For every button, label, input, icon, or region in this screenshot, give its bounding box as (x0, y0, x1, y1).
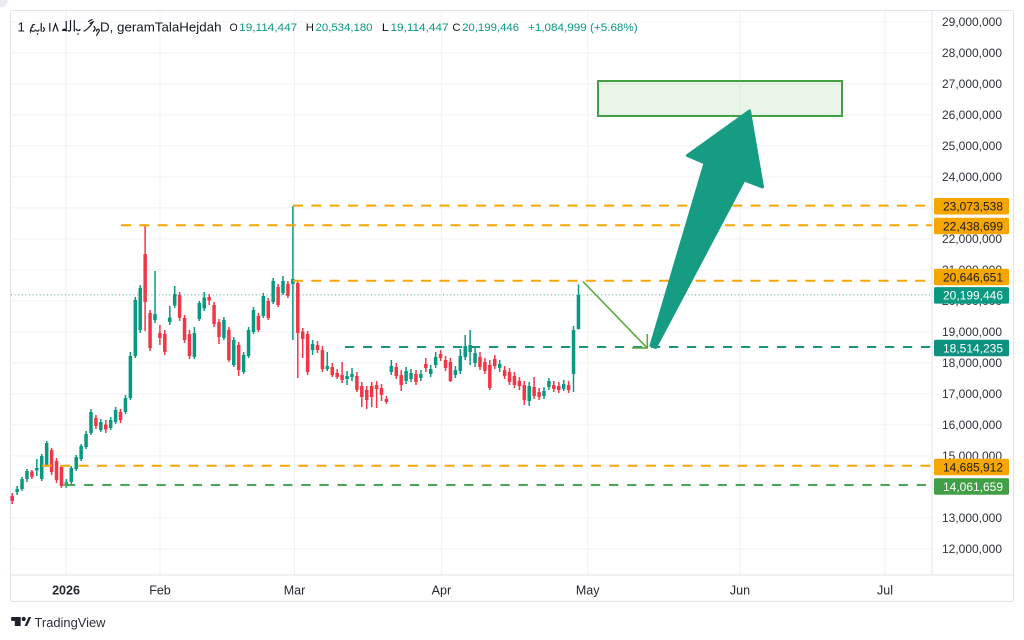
svg-text:12,000,000: 12,000,000 (942, 542, 1002, 556)
svg-text:Mar: Mar (284, 584, 306, 598)
svg-text:14,685,912: 14,685,912 (943, 460, 1003, 474)
svg-text:22,000,000: 22,000,000 (942, 232, 1002, 246)
svg-text:L: L (382, 22, 389, 34)
svg-text:+1,084,999 (+5.68%): +1,084,999 (+5.68%) (528, 22, 638, 34)
svg-text:TradingView: TradingView (35, 615, 107, 630)
svg-text:27,000,000: 27,000,000 (942, 77, 1002, 91)
svg-text:Apr: Apr (432, 584, 451, 598)
svg-text:22,438,699: 22,438,699 (943, 219, 1003, 233)
svg-text:20,646,651: 20,646,651 (943, 270, 1003, 284)
svg-text:C: C (452, 22, 460, 34)
svg-text:20,199,446: 20,199,446 (943, 289, 1003, 303)
svg-text:O: O (230, 22, 239, 34)
svg-text:2026: 2026 (52, 584, 80, 598)
svg-text:Feb: Feb (149, 584, 171, 598)
svg-text:26,000,000: 26,000,000 (942, 108, 1002, 122)
svg-text:24,000,000: 24,000,000 (942, 170, 1002, 184)
svg-text:Jul: Jul (877, 584, 893, 598)
svg-text:18,514,235: 18,514,235 (943, 341, 1003, 355)
svg-text:14,061,659: 14,061,659 (943, 480, 1003, 494)
svg-text:19,114,447: 19,114,447 (391, 22, 449, 34)
svg-text:1 ,: 1 , (18, 20, 33, 35)
svg-text:D, geramTalaHejdah: D, geramTalaHejdah (100, 20, 222, 35)
svg-text:19,114,447: 19,114,447 (239, 22, 297, 34)
svg-text:Jun: Jun (730, 584, 750, 598)
svg-text:23,073,538: 23,073,538 (943, 200, 1003, 214)
svg-text:28,000,000: 28,000,000 (942, 46, 1002, 60)
svg-text:17,000,000: 17,000,000 (942, 387, 1002, 401)
svg-text:H: H (306, 22, 314, 34)
svg-text:20,534,180: 20,534,180 (316, 22, 373, 34)
svg-text:18,000,000: 18,000,000 (942, 356, 1002, 370)
svg-text:13,000,000: 13,000,000 (942, 511, 1002, 525)
svg-text:16,000,000: 16,000,000 (942, 418, 1002, 432)
svg-text:19,000,000: 19,000,000 (942, 325, 1002, 339)
svg-text:May: May (576, 584, 600, 598)
svg-text:29,000,000: 29,000,000 (942, 15, 1002, 29)
svg-text:25,000,000: 25,000,000 (942, 139, 1002, 153)
svg-text:20,199,446: 20,199,446 (462, 22, 519, 34)
